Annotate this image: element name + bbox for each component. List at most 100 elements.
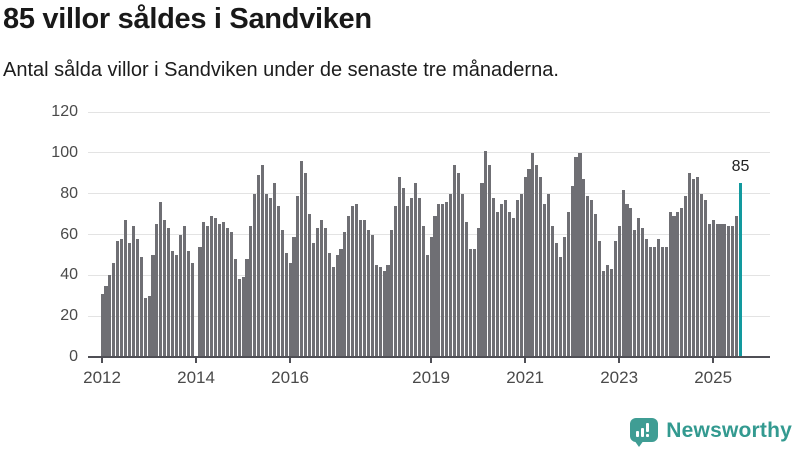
bar (398, 177, 402, 357)
bar (719, 224, 723, 357)
bar (409, 197, 414, 357)
bar (535, 165, 539, 357)
bar (206, 226, 210, 357)
bar (492, 197, 496, 357)
y-axis-tick-label: 120 (51, 103, 78, 120)
bar (621, 189, 625, 357)
x-axis-tick (712, 358, 715, 363)
y-axis-tick-label: 60 (60, 225, 78, 243)
bar (116, 240, 120, 357)
bar (484, 150, 488, 357)
bar (421, 226, 425, 357)
bar (167, 228, 171, 357)
bar (174, 254, 179, 357)
bar (402, 187, 406, 357)
bar (723, 224, 727, 357)
bar (648, 246, 653, 357)
bar (268, 197, 273, 357)
bar (605, 265, 609, 357)
bar (335, 254, 339, 357)
bar (500, 203, 504, 357)
x-axis-tick-label: 2025 (694, 368, 733, 387)
bar (641, 228, 645, 357)
gridline (88, 234, 770, 235)
bar (731, 226, 735, 357)
bar (100, 293, 104, 357)
bar (104, 285, 108, 357)
brand-name: Newsworthy (666, 419, 792, 442)
bar (480, 183, 484, 357)
bar (312, 242, 316, 357)
bar (453, 165, 457, 357)
bar (503, 199, 508, 357)
bar (590, 199, 594, 357)
gridline (88, 274, 770, 276)
bar (210, 216, 214, 357)
bar (218, 224, 222, 357)
bar (660, 246, 664, 357)
highlight-bar (739, 183, 743, 357)
bar (554, 242, 558, 357)
x-axis-tick-label: 2012 (83, 368, 121, 387)
bar (225, 228, 229, 357)
bar (707, 224, 711, 357)
bar (637, 218, 641, 357)
bar (394, 205, 398, 357)
bar (245, 259, 249, 357)
x-axis-tick-label: 2016 (271, 368, 309, 387)
x-axis-tick-label: 2023 (600, 368, 639, 387)
bar (139, 256, 143, 357)
bar (323, 228, 327, 357)
bar (617, 226, 621, 357)
bar (688, 173, 692, 357)
bar (672, 216, 676, 357)
bar (378, 267, 382, 357)
bar (300, 161, 304, 357)
bar (127, 242, 131, 357)
page-title: 85 villor såldes i Sandviken (3, 3, 372, 35)
bar (221, 222, 226, 357)
newsworthy-logo[interactable]: Newsworthy (630, 418, 792, 447)
bar (214, 218, 218, 357)
bar (308, 214, 312, 357)
bar (288, 263, 292, 357)
bar (382, 271, 386, 357)
bar (597, 240, 602, 357)
bar (198, 246, 202, 357)
bar (562, 236, 566, 357)
bar (186, 250, 190, 357)
bar (645, 238, 649, 357)
bar (155, 224, 159, 357)
bar (406, 205, 410, 357)
bar (135, 238, 139, 357)
bar (355, 203, 359, 357)
bar (178, 234, 182, 357)
bar (692, 179, 696, 357)
bar (511, 218, 515, 357)
bar (159, 201, 163, 357)
bar (284, 252, 288, 357)
bar (249, 226, 253, 357)
x-axis-tick-label: 2021 (506, 368, 545, 387)
y-axis-tick-label: 20 (60, 307, 78, 325)
bar (594, 214, 598, 357)
bar (257, 175, 261, 357)
bar (609, 269, 613, 357)
bar (519, 193, 523, 357)
bar (265, 193, 269, 357)
bar (182, 226, 186, 357)
bar (507, 212, 511, 357)
bar-chart-speech-bubble-icon (630, 418, 659, 447)
bar (433, 216, 437, 357)
bar (488, 165, 492, 357)
bar (664, 246, 668, 357)
bar (574, 156, 578, 357)
bar (515, 199, 519, 357)
bar (276, 205, 280, 357)
y-axis-tick-label: 0 (69, 348, 78, 365)
bar (124, 220, 128, 357)
bar (680, 207, 684, 357)
x-axis-tick (618, 358, 621, 363)
bar (566, 212, 570, 357)
bar (668, 212, 672, 357)
